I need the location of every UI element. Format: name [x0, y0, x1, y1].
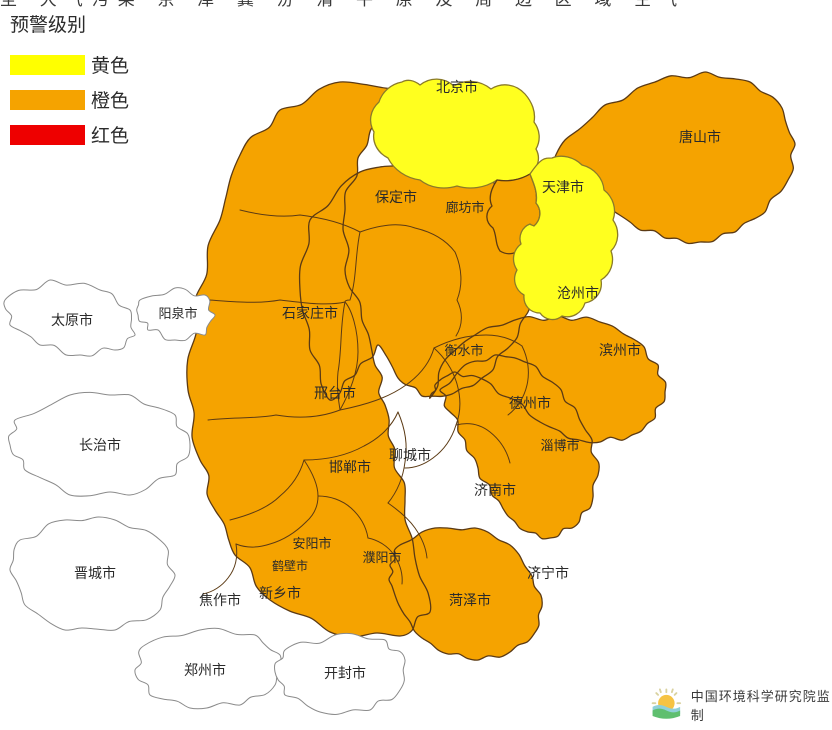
svg-text:滨州市: 滨州市 — [599, 342, 641, 358]
svg-text:长治市: 长治市 — [79, 437, 121, 453]
svg-text:保定市: 保定市 — [375, 189, 417, 205]
svg-text:太原市: 太原市 — [51, 312, 93, 328]
svg-text:德州市: 德州市 — [509, 395, 551, 411]
svg-text:濮阳市: 濮阳市 — [362, 550, 401, 565]
svg-text:晋城市: 晋城市 — [74, 565, 116, 581]
svg-text:天津市: 天津市 — [542, 179, 584, 195]
svg-text:济宁市: 济宁市 — [527, 565, 569, 581]
svg-text:开封市: 开封市 — [324, 665, 366, 681]
svg-text:淄博市: 淄博市 — [540, 438, 579, 453]
svg-text:新乡市: 新乡市 — [259, 585, 301, 601]
svg-text:聊城市: 聊城市 — [389, 447, 431, 463]
svg-text:焦作市: 焦作市 — [199, 592, 241, 608]
svg-text:沧州市: 沧州市 — [557, 285, 599, 301]
svg-text:安阳市: 安阳市 — [292, 536, 331, 551]
svg-text:邢台市: 邢台市 — [314, 385, 356, 401]
svg-text:北京市: 北京市 — [436, 79, 478, 95]
svg-text:衡水市: 衡水市 — [444, 343, 483, 358]
svg-text:廊坊市: 廊坊市 — [445, 200, 484, 215]
svg-text:邯郸市: 邯郸市 — [329, 459, 371, 475]
svg-text:阳泉市: 阳泉市 — [158, 306, 197, 321]
svg-text:唐山市: 唐山市 — [679, 129, 721, 145]
svg-text:鹤壁市: 鹤壁市 — [272, 558, 308, 573]
svg-text:济南市: 济南市 — [474, 482, 516, 498]
svg-text:菏泽市: 菏泽市 — [449, 592, 491, 608]
svg-text:石家庄市: 石家庄市 — [282, 305, 338, 321]
svg-text:郑州市: 郑州市 — [184, 662, 226, 678]
